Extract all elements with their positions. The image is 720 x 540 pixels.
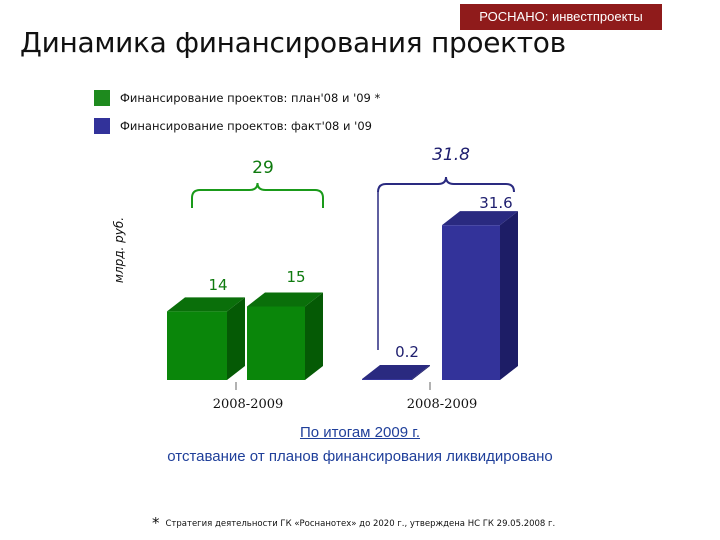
- footnote-text: Стратегия деятельности ГК «Роснанотех» д…: [165, 519, 556, 529]
- y-axis-label: млрд. руб.: [112, 217, 126, 283]
- bar-side-0-1: [305, 292, 323, 380]
- footnote-marker: *: [152, 514, 160, 532]
- bar-top-0-1: [247, 292, 323, 307]
- legend-swatch-plan: [94, 90, 110, 106]
- legend-label-plan: Финансирование проектов: план'08 и '09 *: [120, 91, 381, 105]
- total-label-0: 29: [252, 158, 274, 178]
- legend-label-fact: Финансирование проектов: факт'08 и '09: [120, 119, 372, 133]
- total-label-1: 31.8: [432, 145, 470, 165]
- legend-swatch-fact: [94, 118, 110, 134]
- legend-item-plan: Финансирование проектов: план'08 и '09 *: [94, 90, 380, 106]
- section-badge: РОСНАНО: инвестпроекты: [460, 4, 662, 30]
- footnote: * Стратегия деятельности ГК «Роснанотех» …: [152, 514, 555, 532]
- total-brace-0: [191, 182, 324, 208]
- legend-item-fact: Финансирование проектов: факт'08 и '09: [94, 118, 372, 134]
- data-label-0-0: 14: [208, 276, 227, 294]
- conclusion-line-1: По итогам 2009 г.: [299, 424, 421, 441]
- x-tick-label-1: 2008-2009: [407, 397, 478, 412]
- data-label-1-1: 31.6: [479, 194, 512, 212]
- bar-side-0-0: [227, 297, 245, 380]
- x-tick-label-0: 2008-2009: [213, 397, 284, 412]
- bar-0-1: [247, 306, 305, 380]
- data-label-1-0: 0.2: [395, 343, 419, 361]
- bar-0-0: [167, 311, 227, 380]
- conclusion-line-2: отставание от планов финансирования ликв…: [167, 448, 553, 465]
- bar-top-0-0: [167, 297, 245, 312]
- data-label-0-1: 15: [286, 268, 305, 286]
- page-title: Динамика финансирования проектов: [20, 26, 566, 59]
- total-brace-1: [377, 176, 515, 193]
- bar-top-1-1: [442, 211, 518, 226]
- bar-side-1-0: [412, 365, 430, 380]
- bar-side-1-1: [500, 211, 518, 380]
- bar-1-0: [362, 379, 412, 380]
- bar-1-1: [442, 225, 500, 380]
- bar-top-1-0: [362, 365, 430, 380]
